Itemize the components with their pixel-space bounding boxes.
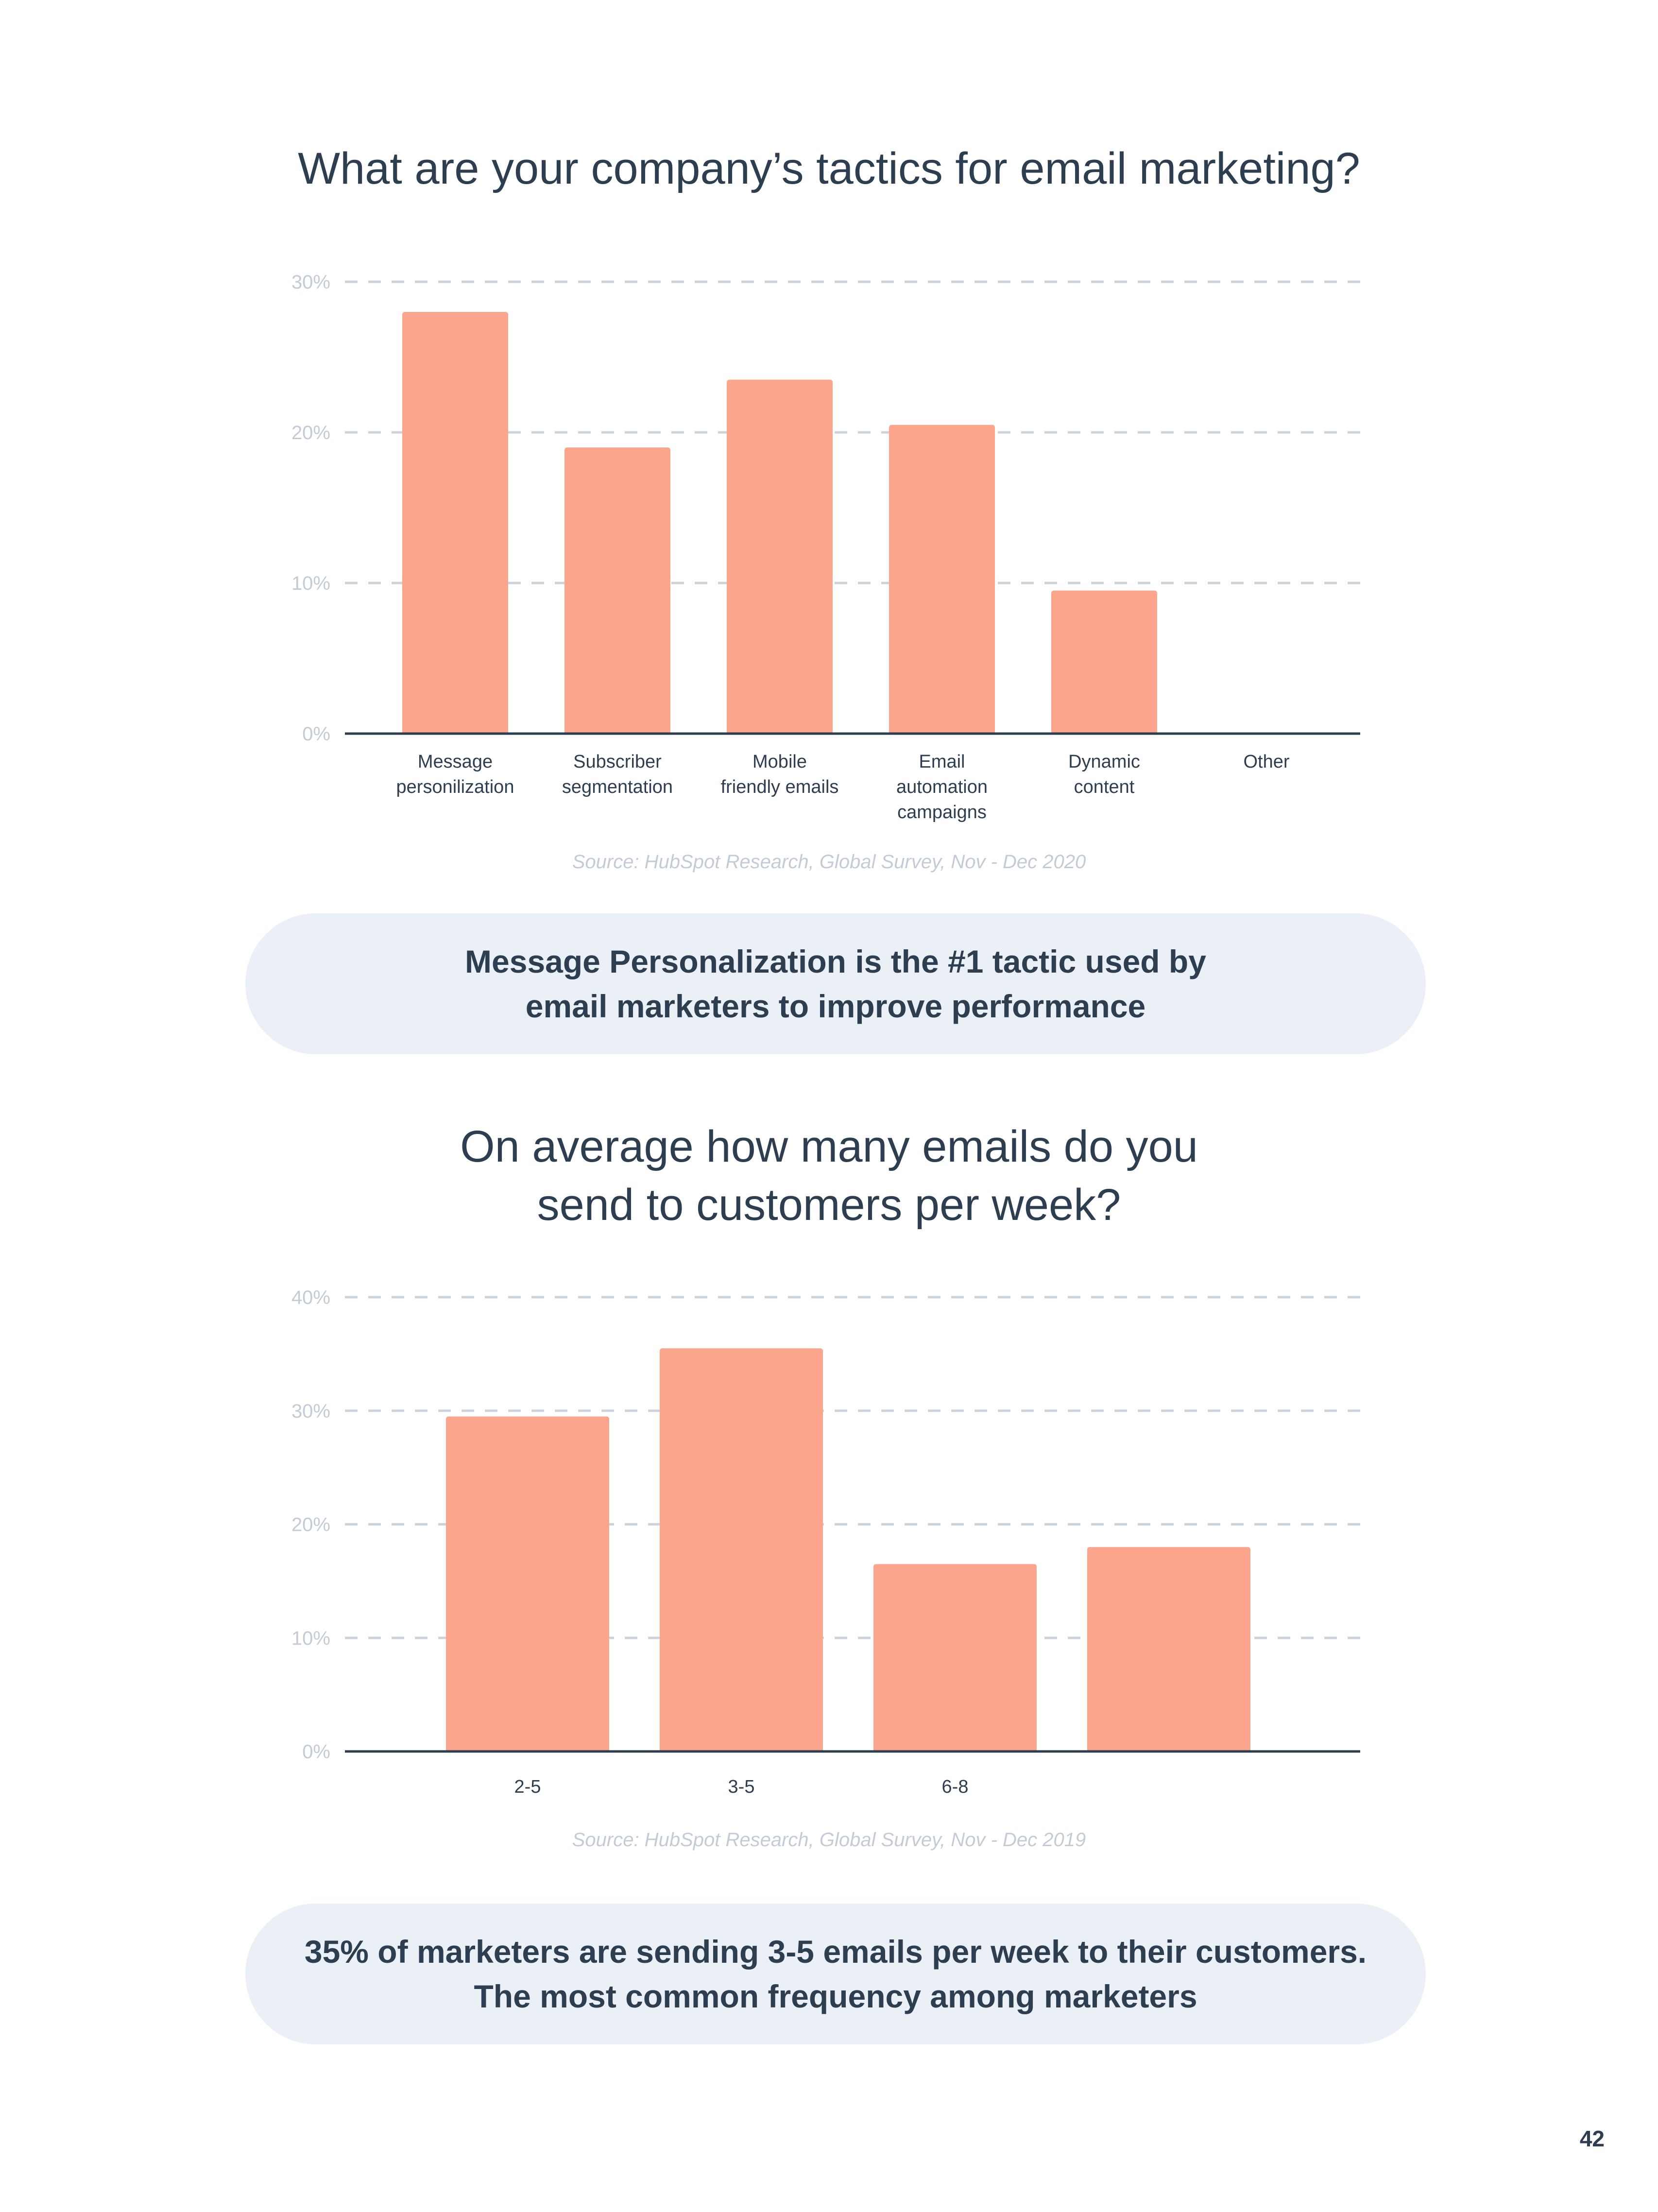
chart2-ytick: 30% — [291, 1401, 330, 1422]
chart2-xtick-label: 3-5 — [728, 1777, 755, 1797]
chart1-bar — [1051, 590, 1157, 734]
chart1-xtick-label: content — [1074, 777, 1135, 797]
chart2-bar — [446, 1416, 609, 1751]
chart1-xtick-label: Message — [418, 752, 493, 772]
chart1-title: What are your company’s tactics for emai… — [298, 144, 1360, 193]
chart1-ytick: 20% — [291, 422, 330, 444]
chart1-ytick: 0% — [302, 723, 330, 745]
chart2-ytick: 0% — [302, 1741, 330, 1763]
chart1-source: Source: HubSpot Research, Global Survey,… — [572, 851, 1086, 873]
chart2-xtick-label: 6-8 — [942, 1777, 969, 1797]
chart1-plot: 0% 10% 20% 30% Message personilization Subscri… — [291, 272, 1360, 823]
chart2-plot: 0% 10% 20% 30% 40% 2-5 3-5 6-8 — [291, 1287, 1360, 1797]
callout-frequency: 35% of marketers are sending 3-5 emails … — [245, 1903, 1426, 2044]
chart2-bar — [660, 1348, 823, 1751]
chart1-xtick-label: Other — [1243, 752, 1289, 772]
chart2-ytick: 20% — [291, 1514, 330, 1536]
chart1-xtick-label: segmentation — [562, 777, 673, 797]
chart2-title: On average how many emails do you send t… — [0, 1117, 1658, 1234]
callout2-line2: The most common frequency among marketer… — [474, 1978, 1197, 2014]
chart1-bar — [889, 425, 995, 734]
chart2-xtick-label: 2-5 — [514, 1777, 541, 1797]
chart1-xtick-label: Subscriber — [573, 752, 662, 772]
callout1-line2: email marketers to improve performance — [525, 988, 1146, 1024]
callout-personalization: Message Personalization is the #1 tactic… — [245, 913, 1426, 1054]
chart2-source: Source: HubSpot Research, Global Survey,… — [572, 1829, 1086, 1851]
chart2-title-line2: send to customers per week? — [537, 1180, 1121, 1230]
chart1-xtick-label: personilization — [396, 777, 514, 797]
callout2-line1: 35% of marketers are sending 3-5 emails … — [304, 1934, 1367, 1970]
chart1-bar — [564, 447, 670, 734]
chart2-ytick: 10% — [291, 1628, 330, 1649]
chart1-bar — [727, 379, 833, 734]
callout1-line1: Message Personalization is the #1 tactic… — [465, 943, 1206, 979]
chart1-xtick-label: friendly emails — [721, 777, 839, 797]
chart1-bar — [402, 312, 508, 734]
chart1-xtick-label: automation — [896, 777, 988, 797]
chart2-bar — [873, 1564, 1037, 1751]
chart1-xtick-label: campaigns — [897, 802, 987, 823]
chart2-title-line1: On average how many emails do you — [460, 1122, 1198, 1171]
chart2-bar — [1087, 1547, 1250, 1751]
chart2-ytick: 40% — [291, 1287, 330, 1308]
chart1-ytick: 30% — [291, 272, 330, 293]
chart1-xtick-label: Dynamic — [1068, 752, 1140, 772]
chart1-xtick-label: Mobile — [752, 752, 807, 772]
chart1-xtick-label: Email — [919, 752, 965, 772]
page-number: 42 — [1579, 2126, 1605, 2151]
chart1-ytick: 10% — [291, 573, 330, 594]
